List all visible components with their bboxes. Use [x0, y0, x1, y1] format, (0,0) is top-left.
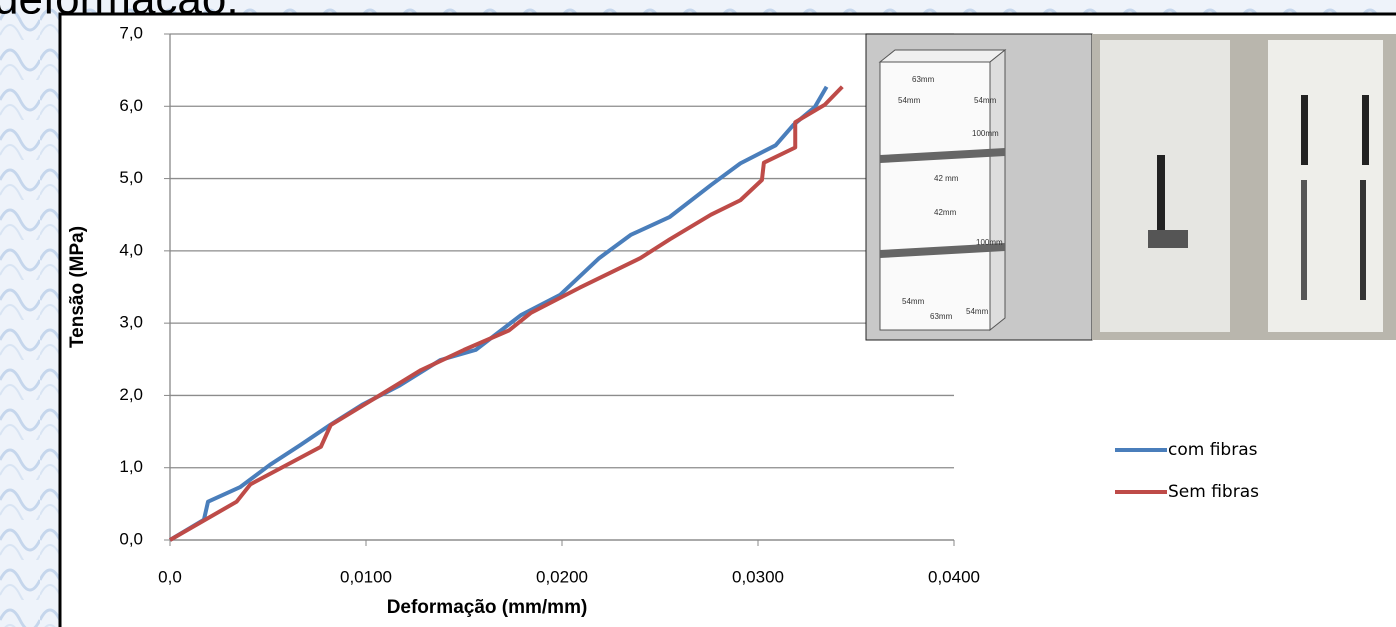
x-tick-label: 0,0400: [928, 567, 980, 586]
y-tick-label: 5,0: [119, 168, 143, 187]
inset-label: 42mm: [934, 208, 957, 217]
inset-label: 54mm: [974, 96, 997, 105]
photo-fiber: [1148, 230, 1188, 248]
inset: [866, 34, 1396, 340]
block-top: [880, 50, 1005, 62]
block-side: [990, 50, 1005, 330]
x-tick-label: 0,0: [158, 567, 182, 586]
inset-label: 42 mm: [934, 174, 959, 183]
inset-label: 100mm: [972, 129, 999, 138]
legend-label: com fibras: [1168, 440, 1258, 460]
inset-label: 63mm: [930, 312, 953, 321]
inset-label: 54mm: [898, 96, 921, 105]
y-tick-label: 2,0: [119, 385, 143, 404]
inset-label: 63mm: [912, 75, 935, 84]
photo-fiber: [1157, 155, 1165, 235]
page: deformação: 0,01,02,03,04,05,06,07,00,00…: [0, 0, 1396, 627]
y-axis-title: Tensão (MPa): [67, 226, 88, 348]
photo-fiber: [1301, 95, 1308, 165]
photo-fiber: [1301, 180, 1307, 300]
x-axis-title: Deformação (mm/mm): [387, 597, 588, 618]
y-tick-label: 4,0: [119, 240, 143, 259]
x-tick-label: 0,0100: [340, 567, 392, 586]
legend-label: Sem fibras: [1168, 482, 1259, 502]
y-tick-label: 0,0: [119, 529, 143, 548]
x-tick-label: 0,0200: [536, 567, 588, 586]
inset-label: 54mm: [966, 307, 989, 316]
inset-label: 100mm: [976, 238, 1003, 247]
y-tick-label: 3,0: [119, 313, 143, 332]
y-tick-label: 1,0: [119, 457, 143, 476]
photo-fiber: [1360, 180, 1366, 300]
photo-fiber: [1362, 95, 1369, 165]
y-tick-label: 6,0: [119, 96, 143, 115]
x-tick-label: 0,0300: [732, 567, 784, 586]
inset-label: 54mm: [902, 297, 925, 306]
y-tick-label: 7,0: [119, 23, 143, 42]
